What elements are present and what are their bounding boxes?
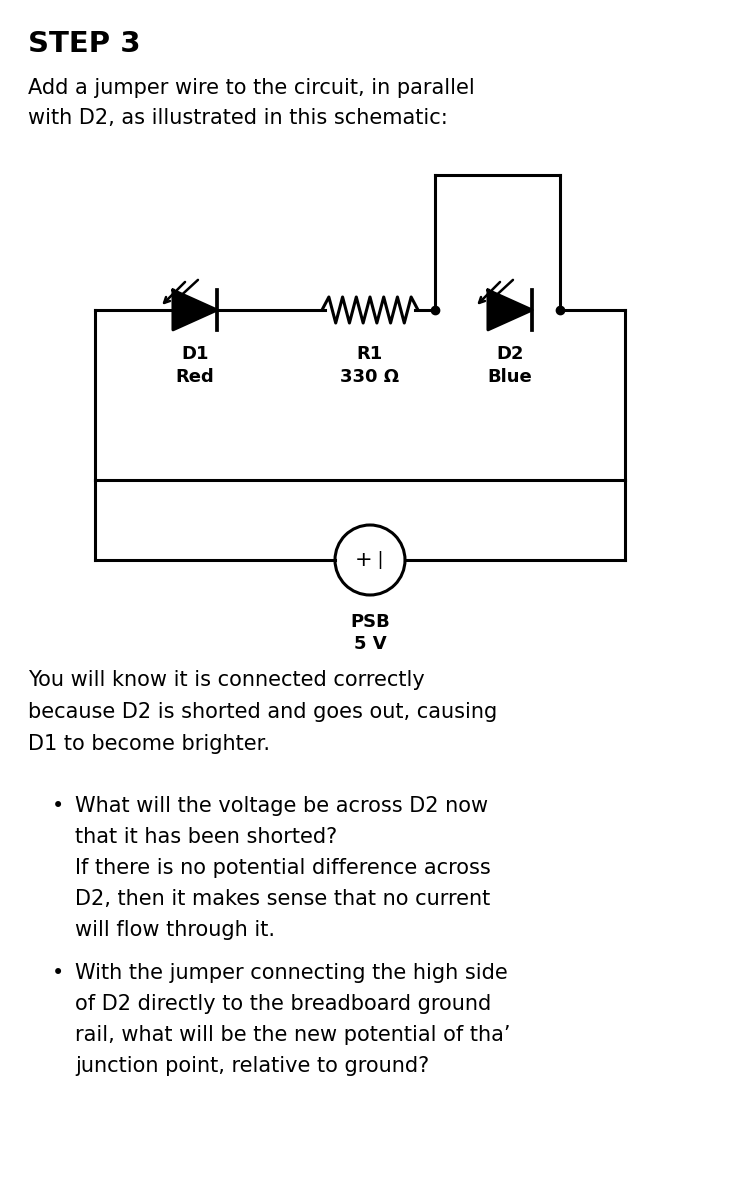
Text: +: + [355,550,373,570]
Text: with D2, as illustrated in this schematic:: with D2, as illustrated in this schemati… [28,108,448,128]
Text: D1 to become brighter.: D1 to become brighter. [28,734,270,754]
Text: 5 V: 5 V [354,635,386,653]
Text: STEP 3: STEP 3 [28,30,141,58]
Text: D1: D1 [181,346,209,362]
Text: 330 Ω: 330 Ω [341,368,399,386]
Text: If there is no potential difference across: If there is no potential difference acro… [75,858,491,878]
Text: that it has been shorted?: that it has been shorted? [75,827,337,847]
Text: •: • [52,796,64,816]
Text: PSB: PSB [350,613,390,631]
Text: •: • [52,962,64,983]
Text: ❘: ❘ [372,551,387,569]
Polygon shape [173,290,217,330]
Text: D2: D2 [497,346,524,362]
Text: With the jumper connecting the high side: With the jumper connecting the high side [75,962,508,983]
Text: D2, then it makes sense that no current: D2, then it makes sense that no current [75,889,491,910]
Text: junction point, relative to ground?: junction point, relative to ground? [75,1056,429,1076]
Text: of D2 directly to the breadboard ground: of D2 directly to the breadboard ground [75,994,491,1014]
Text: You will know it is connected correctly: You will know it is connected correctly [28,670,425,690]
Text: rail, what will be the new potential of tha’: rail, what will be the new potential of … [75,1025,511,1045]
Text: will flow through it.: will flow through it. [75,920,275,940]
Text: because D2 is shorted and goes out, causing: because D2 is shorted and goes out, caus… [28,702,497,722]
Text: What will the voltage be across D2 now: What will the voltage be across D2 now [75,796,488,816]
Text: Add a jumper wire to the circuit, in parallel: Add a jumper wire to the circuit, in par… [28,78,475,98]
Text: Blue: Blue [488,368,533,386]
Polygon shape [488,290,532,330]
Text: R1: R1 [357,346,383,362]
Text: Red: Red [175,368,214,386]
